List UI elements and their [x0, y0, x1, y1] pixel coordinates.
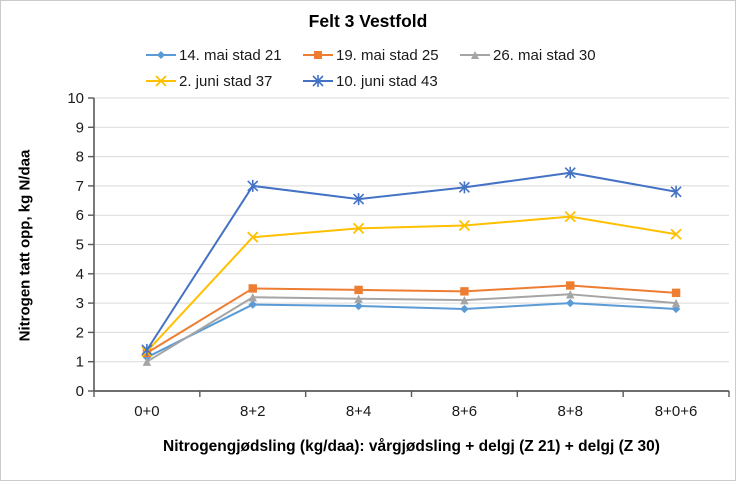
data-point-marker [458, 181, 470, 194]
data-point-marker [566, 290, 575, 299]
series-26-mai-stad-30 [142, 290, 681, 366]
legend-item: 2. juni stad 37 [146, 73, 303, 90]
legend-marker-icon [303, 51, 333, 59]
x-axis-title: Nitrogengjødsling (kg/daa): vårgjødsling… [163, 438, 660, 455]
y-tick-label: 0 [76, 383, 84, 400]
data-point-marker [670, 185, 682, 198]
y-tick-label: 8 [76, 149, 84, 166]
data-point-marker [142, 357, 152, 366]
legend-item: 10. juni stad 43 [303, 73, 460, 90]
legend-item-label: 2. juni stad 37 [179, 72, 273, 90]
y-tick-label: 1 [76, 354, 84, 371]
data-point-marker [157, 51, 165, 59]
data-point-marker [352, 222, 365, 235]
data-point-marker [671, 288, 681, 298]
data-point-marker [314, 51, 322, 59]
series-line [146, 293, 677, 363]
series-line [146, 284, 677, 354]
chart-legend: 14. mai stad 21 19. mai stad 25 26. mai st… [146, 42, 596, 94]
legend-marker-icon [303, 75, 333, 87]
data-point-marker [564, 166, 576, 179]
legend-item: 14. mai stad 21 [146, 47, 303, 64]
series-line [146, 171, 677, 351]
data-point-marker [458, 219, 471, 232]
legend-item-label: 26. mai stad 30 [493, 46, 596, 64]
legend-item-label: 10. juni stad 43 [336, 72, 438, 90]
data-point-marker [460, 295, 469, 305]
legend-marker-icon [146, 51, 176, 59]
data-point-marker [460, 287, 469, 296]
data-point-marker [671, 298, 681, 308]
data-point-marker [248, 300, 257, 309]
data-point-marker [471, 51, 479, 59]
data-point-marker [312, 75, 324, 87]
chart-title: Felt 3 Vestfold [308, 11, 428, 31]
legend-item-label: 19. mai stad 25 [336, 46, 439, 64]
data-point-marker [248, 284, 257, 293]
series-line [146, 302, 677, 359]
legend-marker-icon [460, 51, 490, 59]
data-point-marker [141, 343, 153, 356]
y-tick-label: 3 [76, 295, 84, 312]
data-point-marker [670, 228, 682, 240]
series-10-juni-stad-43 [141, 166, 682, 356]
y-tick-label: 10 [67, 90, 84, 107]
data-point-marker [354, 294, 363, 303]
data-point-marker [354, 301, 363, 311]
y-tick-label: 9 [76, 119, 84, 136]
y-tick-label: 2 [76, 324, 84, 341]
x-category-label: 8+0+6 [655, 403, 698, 420]
data-point-marker [460, 304, 469, 314]
y-tick-label: 4 [76, 266, 84, 283]
data-point-marker [564, 211, 576, 223]
legend-marker-icon [146, 75, 176, 87]
data-point-marker [247, 179, 259, 192]
data-point-marker [353, 193, 365, 206]
x-category-label: 0+0 [134, 403, 159, 420]
x-category-label: 8+6 [452, 403, 477, 420]
series-line [146, 215, 677, 353]
x-category-label: 8+8 [558, 403, 583, 420]
data-point-marker [155, 75, 167, 87]
y-tick-label: 7 [76, 178, 84, 195]
y-tick-label: 5 [76, 237, 84, 254]
legend-item: 19. mai stad 25 [303, 47, 460, 64]
data-point-marker [247, 231, 259, 243]
legend-item: 26. mai stad 30 [460, 47, 596, 64]
x-category-label: 8+4 [346, 403, 371, 420]
data-point-marker [248, 293, 257, 302]
y-tick-label: 6 [76, 207, 84, 224]
series-2-juni-stad-37 [141, 211, 682, 358]
data-point-marker [566, 281, 575, 290]
legend-item-label: 14. mai stad 21 [179, 46, 282, 64]
data-point-marker [354, 285, 363, 295]
data-point-marker [566, 298, 575, 308]
x-category-label: 8+2 [240, 403, 265, 420]
series-14-mai-stad-21 [142, 298, 681, 362]
